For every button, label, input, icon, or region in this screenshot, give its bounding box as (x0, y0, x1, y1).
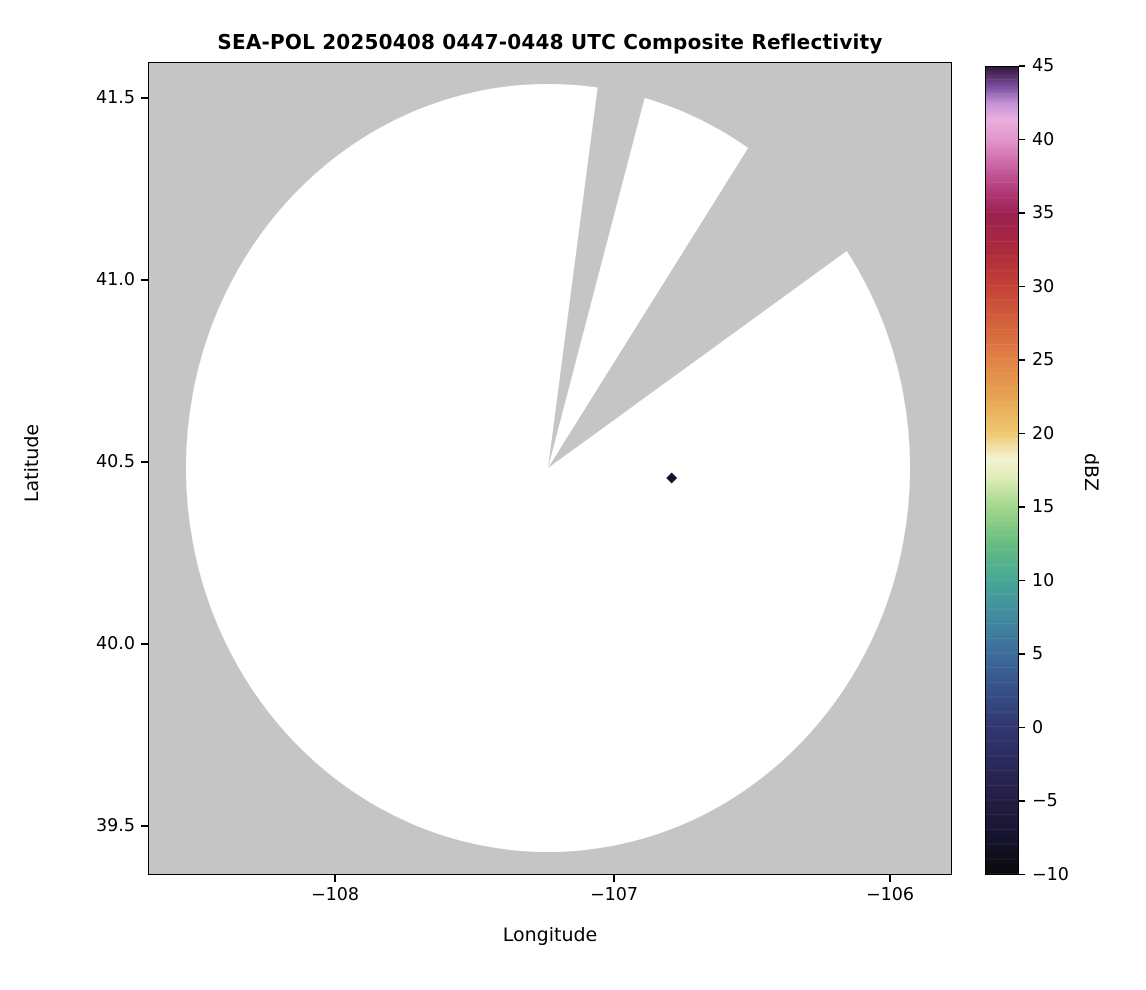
colorbar-tick-label: 25 (1032, 350, 1055, 370)
colorbar-tick-label: −10 (1032, 864, 1069, 885)
chart-title: SEA-POL 20250408 0447-0448 UTC Composite… (217, 30, 883, 54)
x-tick-label: −106 (865, 885, 915, 905)
colorbar-tick-label: 40 (1032, 129, 1055, 150)
y-tick-mark (141, 461, 148, 463)
colorbar-tick-mark (1019, 800, 1025, 802)
colorbar-banding-overlay (986, 67, 1018, 874)
colorbar-tick-mark (1019, 579, 1025, 582)
colorbar-tick-mark (1019, 653, 1025, 655)
y-tick-mark (141, 97, 148, 99)
y-tick-label: 40.0 (96, 634, 135, 654)
blocked-sector-wide (548, 63, 951, 469)
colorbar-tick-mark (1019, 726, 1025, 729)
x-tick-mark (889, 875, 891, 882)
echo-marker (666, 472, 678, 484)
colorbar-tick-label: 30 (1032, 276, 1055, 297)
y-tick-label: 39.5 (96, 816, 135, 836)
x-tick-mark (334, 875, 336, 882)
colorbar-tick-label: 45 (1032, 56, 1055, 76)
y-tick-mark (141, 279, 148, 281)
x-tick-label: −108 (310, 885, 360, 905)
colorbar-tick-mark (1019, 873, 1025, 876)
colorbar-tick-mark (1019, 65, 1025, 67)
colorbar-tick-label: 5 (1032, 644, 1044, 664)
colorbar-tick-mark (1019, 212, 1025, 214)
radar-plot-svg (149, 63, 951, 874)
y-tick-mark (141, 643, 148, 645)
y-tick-mark (141, 825, 148, 827)
y-tick-label: 41.5 (96, 88, 135, 108)
x-tick-mark (613, 875, 615, 882)
colorbar-tick-label: 35 (1032, 203, 1055, 223)
blocked-sector-narrow (548, 63, 654, 469)
colorbar-tick-label: −5 (1032, 791, 1058, 811)
y-axis-label: Latitude (21, 423, 43, 503)
colorbar-tick-mark (1019, 285, 1025, 288)
x-tick-label: −107 (589, 885, 639, 905)
colorbar-tick-label: 10 (1032, 570, 1055, 591)
y-tick-label: 40.5 (96, 452, 135, 472)
plot-area (148, 62, 952, 875)
y-tick-label: 41.0 (96, 270, 135, 290)
colorbar-tick-mark (1019, 432, 1025, 435)
colorbar-tick-mark (1019, 506, 1025, 508)
x-axis-label: Longitude (502, 924, 598, 946)
colorbar-tick-label: 15 (1032, 497, 1055, 517)
colorbar-tick-label: 0 (1032, 717, 1044, 738)
colorbar-tick-mark (1019, 138, 1025, 141)
colorbar-axis-label: dBZ (1080, 452, 1102, 492)
colorbar-tick-mark (1019, 359, 1025, 361)
colorbar-tick-label: 20 (1032, 423, 1055, 444)
colorbar (985, 66, 1019, 875)
colorbar-gradient (986, 67, 1018, 874)
